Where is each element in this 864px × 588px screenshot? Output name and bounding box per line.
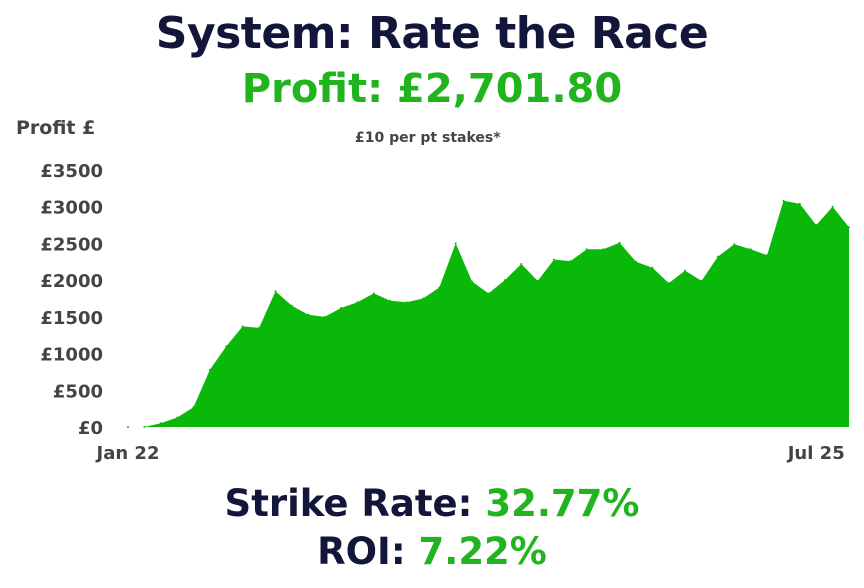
data-point — [258, 326, 261, 329]
data-point — [372, 292, 375, 295]
data-point — [815, 224, 818, 227]
profit-headline: Profit: £2,701.80 — [241, 66, 623, 112]
data-point — [454, 242, 457, 245]
chart-title: System: Rate the Race — [155, 8, 709, 59]
y-tick-label: £500 — [53, 381, 103, 402]
data-point — [618, 241, 621, 244]
data-point — [733, 243, 736, 246]
data-point — [831, 205, 834, 208]
data-point — [176, 416, 179, 419]
data-point — [389, 299, 392, 302]
data-point — [356, 301, 359, 304]
data-point — [667, 282, 670, 285]
data-point — [503, 279, 506, 282]
data-point — [635, 260, 637, 263]
data-point — [290, 304, 293, 307]
data-point — [471, 280, 474, 283]
data-point — [143, 426, 146, 428]
data-point — [700, 279, 703, 282]
data-point — [159, 422, 162, 425]
data-point — [405, 301, 408, 304]
data-point — [553, 258, 555, 261]
data-point — [487, 292, 490, 295]
data-point — [848, 226, 850, 229]
data-point — [585, 248, 588, 251]
y-tick-label: £1500 — [40, 308, 103, 329]
x-tick-label: Jan 22 — [95, 443, 160, 464]
data-point — [782, 199, 785, 202]
data-point — [520, 263, 523, 265]
roi-label: ROI: — [317, 530, 406, 573]
y-tick-label: £3000 — [40, 198, 103, 219]
strike-rate-value: 32.77% — [485, 482, 640, 525]
y-tick-label: £3500 — [40, 161, 103, 182]
y-tick-label: £2500 — [40, 234, 103, 255]
y-tick-label: £2000 — [40, 271, 103, 292]
profit-area-series — [128, 200, 849, 427]
data-point — [323, 315, 326, 318]
strike-rate-stat: Strike Rate: 32.77% — [0, 482, 864, 525]
x-tick-label: Jul 25 — [786, 443, 845, 464]
data-point — [127, 426, 129, 428]
y-tick-label: £0 — [78, 418, 103, 439]
data-point — [716, 255, 719, 258]
data-point — [307, 313, 310, 316]
profit-area-chart: £0 £500 £1000 £1500 £2000 £2500 £3000 £3500 Jan … — [40, 161, 850, 464]
data-point — [438, 286, 441, 289]
data-point — [208, 368, 211, 371]
data-point — [766, 254, 769, 257]
strike-rate-label: Strike Rate: — [224, 482, 473, 525]
data-point — [274, 290, 277, 293]
roi-stat: ROI: 7.22% — [0, 530, 864, 573]
data-point — [192, 406, 195, 409]
data-point — [340, 307, 342, 309]
data-point — [798, 202, 801, 205]
data-point — [602, 248, 605, 251]
y-axis-label: Profit £ — [16, 117, 96, 139]
data-point — [536, 279, 539, 282]
data-point — [651, 266, 654, 269]
data-point — [749, 248, 752, 251]
y-tick-label: £1000 — [40, 345, 103, 366]
data-point — [225, 345, 228, 348]
data-point — [569, 260, 572, 263]
stakes-note: £10 per pt stakes* — [355, 130, 501, 146]
roi-value: 7.22% — [418, 530, 547, 573]
data-point — [241, 325, 244, 328]
data-point — [422, 297, 424, 300]
data-point — [684, 269, 687, 272]
